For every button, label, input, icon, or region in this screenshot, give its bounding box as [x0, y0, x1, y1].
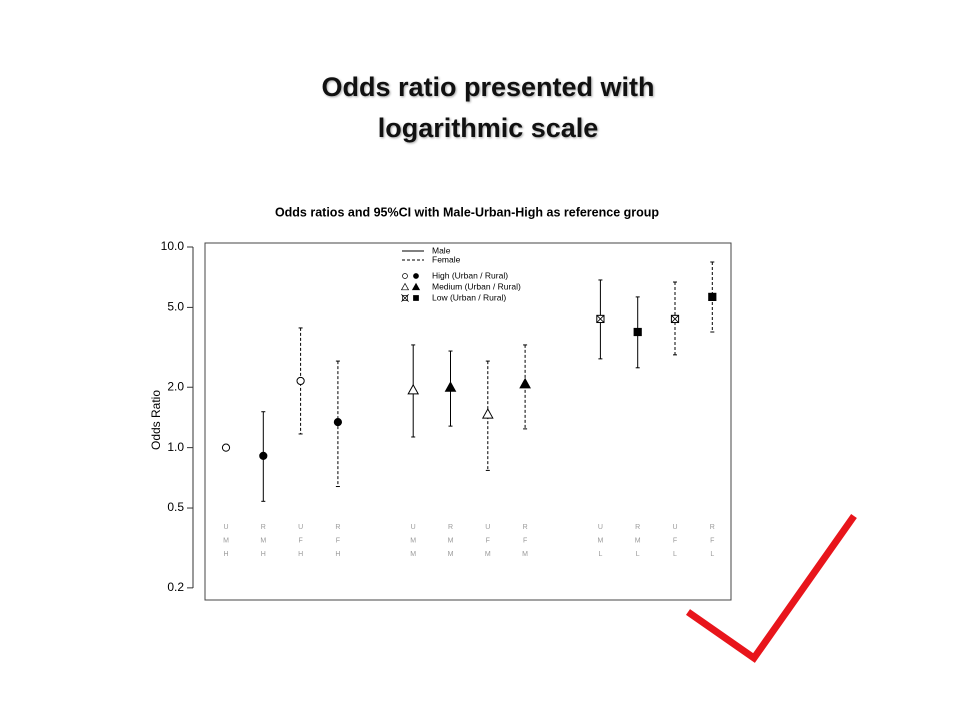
x-tick-label: M — [522, 551, 528, 558]
x-tick-label: L — [673, 551, 677, 558]
x-tick-label: R — [635, 524, 640, 531]
x-tick-label: M — [635, 537, 641, 544]
point — [519, 377, 531, 389]
x-tick-label: M — [260, 537, 266, 544]
x-tick-label: L — [710, 551, 714, 558]
x-tick-label: H — [261, 551, 266, 558]
x-tick-label: M — [597, 537, 603, 544]
x-tick-label: F — [673, 537, 677, 544]
x-tick-label: M — [410, 537, 416, 544]
x-tick-label: U — [672, 524, 677, 531]
legend-label: Low (Urban / Rural) — [432, 292, 506, 302]
x-tick-label: M — [448, 537, 454, 544]
x-tick-label: U — [598, 524, 603, 531]
legend-marker — [413, 295, 419, 301]
x-tick-label: F — [298, 537, 302, 544]
chart-title: Odds ratios and 95%CI with Male-Urban-Hi… — [275, 205, 659, 219]
legend-label: Female — [432, 254, 461, 264]
x-tick-label: M — [223, 537, 229, 544]
point — [221, 443, 231, 452]
y-axis-label: Odds Ratio — [149, 390, 163, 450]
x-tick-label: R — [710, 524, 715, 531]
x-tick-label: F — [486, 537, 490, 544]
point-cross — [671, 315, 679, 323]
slide-title: Odds ratio presented with — [321, 72, 654, 102]
legend-label: Male — [432, 245, 451, 255]
y-tick-label: 0.2 — [167, 580, 184, 594]
legend-marker — [413, 273, 419, 279]
x-tick-label: H — [335, 551, 340, 558]
x-tick-label: F — [710, 537, 714, 544]
x-tick-label: L — [636, 551, 640, 558]
point — [633, 327, 642, 337]
y-tick-label: 2.0 — [167, 379, 184, 393]
legend-marker-cross — [401, 294, 409, 302]
point — [296, 376, 305, 386]
x-tick-label: U — [411, 524, 416, 531]
x-tick-label: R — [261, 524, 266, 531]
legend-marker — [402, 273, 408, 279]
point — [481, 408, 494, 419]
x-tick-label: M — [485, 551, 491, 558]
point — [407, 383, 420, 395]
point — [444, 381, 457, 392]
legend-marker — [411, 282, 421, 291]
x-tick-label: H — [223, 551, 228, 558]
point — [333, 418, 342, 427]
y-tick-label: 0.5 — [167, 500, 184, 514]
x-tick-label: M — [410, 551, 416, 558]
x-tick-label: H — [298, 551, 303, 558]
y-tick-label: 1.0 — [167, 440, 184, 454]
legend-label: High (Urban / Rural) — [432, 270, 508, 280]
x-tick-label: R — [523, 524, 528, 531]
x-tick-label: M — [448, 551, 454, 558]
slide-title: logarithmic scale — [378, 113, 599, 143]
legend-label: Medium (Urban / Rural) — [432, 281, 521, 291]
point — [708, 292, 717, 302]
y-tick-label: 10.0 — [161, 239, 185, 253]
point-cross — [596, 315, 605, 323]
x-tick-label: U — [298, 524, 303, 531]
plot-frame — [204, 242, 732, 601]
x-tick-label: R — [448, 524, 453, 531]
point — [259, 451, 268, 460]
x-tick-label: L — [598, 551, 602, 558]
x-tick-label: F — [523, 537, 527, 544]
x-tick-label: U — [485, 524, 490, 531]
x-tick-label: F — [336, 537, 340, 544]
checkmark — [685, 513, 857, 663]
x-tick-label: U — [223, 524, 228, 531]
legend-marker — [400, 282, 410, 291]
y-tick-label: 5.0 — [167, 300, 184, 314]
x-tick-label: R — [335, 524, 340, 531]
